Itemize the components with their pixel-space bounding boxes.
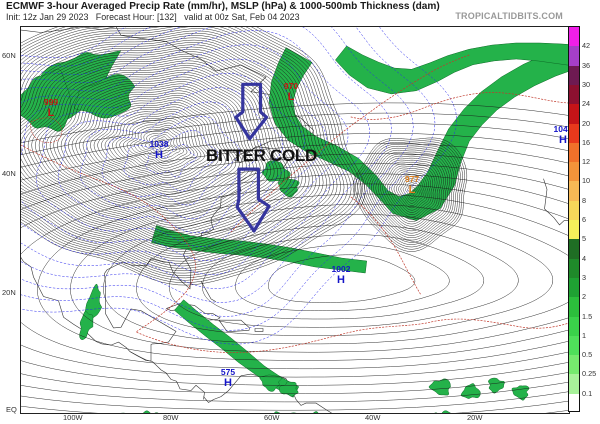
svg-text:1002: 1002 (332, 264, 351, 274)
svg-text:BITTER COLD: BITTER COLD (206, 146, 317, 165)
svg-text:H: H (155, 149, 163, 161)
svg-text:L: L (409, 184, 416, 196)
svg-text:L: L (48, 107, 55, 119)
svg-text:L: L (288, 91, 295, 103)
svg-text:999: 999 (44, 97, 58, 107)
svg-text:970: 970 (284, 81, 298, 91)
svg-text:H: H (337, 274, 345, 286)
svg-text:H: H (559, 134, 567, 146)
svg-text:1038: 1038 (150, 139, 169, 149)
svg-text:H: H (224, 377, 232, 389)
svg-text:977: 977 (405, 174, 419, 184)
svg-text:1040: 1040 (554, 124, 569, 134)
svg-text:575: 575 (221, 367, 235, 377)
